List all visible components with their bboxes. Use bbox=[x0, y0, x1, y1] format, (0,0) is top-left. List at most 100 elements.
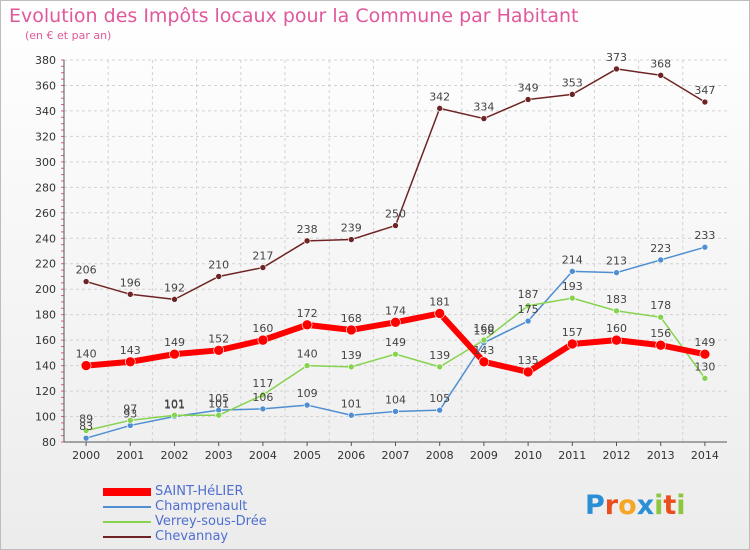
legend-label: Champrenault bbox=[155, 499, 248, 514]
y-tick-label: 220 bbox=[35, 258, 56, 271]
data-label-verrey-sous-dr-e: 139 bbox=[341, 349, 362, 362]
data-label-champrenault: 105 bbox=[208, 392, 229, 405]
x-tick-label: 2000 bbox=[72, 449, 100, 462]
data-label-verrey-sous-dr-e: 117 bbox=[252, 377, 273, 390]
legend-label: SAINT-HéLIER bbox=[155, 484, 244, 499]
data-point-saint-h-lier bbox=[390, 317, 401, 328]
data-point-champrenault bbox=[657, 256, 665, 264]
data-label-champrenault: 214 bbox=[562, 253, 583, 266]
data-label-verrey-sous-dr-e: 101 bbox=[164, 397, 185, 410]
data-label-verrey-sous-dr-e: 149 bbox=[385, 336, 406, 349]
data-point-champrenault bbox=[82, 434, 90, 442]
y-tick-label: 300 bbox=[35, 156, 56, 169]
data-point-chevannay bbox=[347, 236, 355, 243]
data-point-verrey-sous-dr-e bbox=[524, 302, 532, 310]
data-point-verrey-sous-dr-e bbox=[215, 411, 222, 419]
data-point-verrey-sous-dr-e bbox=[127, 417, 134, 424]
data-label-champrenault: 105 bbox=[429, 392, 450, 405]
data-label-chevannay: 192 bbox=[164, 281, 185, 294]
data-point-saint-h-lier bbox=[345, 324, 357, 336]
data-point-saint-h-lier bbox=[566, 338, 578, 350]
data-point-chevannay bbox=[303, 237, 311, 245]
data-label-saint-h-lier: 152 bbox=[208, 332, 229, 345]
y-tick-label: 280 bbox=[35, 181, 56, 194]
brand-logo: Proxiti bbox=[585, 490, 686, 521]
legend-item: Verrey-sous-Drée bbox=[103, 514, 363, 530]
data-label-chevannay: 238 bbox=[297, 223, 318, 236]
data-label-verrey-sous-dr-e: 101 bbox=[208, 397, 229, 410]
x-tick-label: 2014 bbox=[691, 449, 719, 462]
y-tick-label: 160 bbox=[35, 334, 56, 347]
data-label-verrey-sous-dr-e: 193 bbox=[562, 280, 583, 293]
data-point-verrey-sous-dr-e bbox=[480, 336, 488, 344]
y-tick-label: 260 bbox=[35, 207, 56, 220]
x-tick-label: 2013 bbox=[647, 449, 675, 462]
data-point-saint-h-lier bbox=[611, 334, 622, 346]
data-point-chevannay bbox=[568, 91, 576, 98]
data-label-chevannay: 250 bbox=[385, 208, 406, 221]
legend-item: SAINT-HéLIER bbox=[103, 484, 363, 500]
data-point-chevannay bbox=[82, 278, 90, 285]
data-label-chevannay: 353 bbox=[562, 76, 583, 89]
x-tick-label: 2004 bbox=[249, 449, 277, 462]
data-label-champrenault: 213 bbox=[606, 255, 627, 268]
legend-swatch bbox=[103, 536, 151, 538]
data-point-saint-h-lier bbox=[655, 339, 667, 351]
y-tick-label: 320 bbox=[35, 130, 56, 143]
chart-subtitle: (en € et par an) bbox=[25, 29, 112, 42]
brand-letter: i bbox=[654, 490, 664, 521]
data-label-champrenault: 83 bbox=[79, 420, 93, 433]
data-label-saint-h-lier: 149 bbox=[694, 336, 715, 349]
data-label-champrenault: 158 bbox=[473, 325, 494, 338]
legend-label: Chevannay bbox=[155, 529, 229, 544]
data-point-champrenault bbox=[524, 317, 532, 325]
x-tick-label: 2010 bbox=[514, 449, 542, 462]
data-point-chevannay bbox=[215, 273, 222, 280]
data-point-champrenault bbox=[701, 243, 709, 251]
y-tick-label: 340 bbox=[35, 105, 56, 118]
data-label-chevannay: 342 bbox=[429, 90, 450, 103]
data-label-saint-h-lier: 143 bbox=[473, 344, 494, 357]
data-label-verrey-sous-dr-e: 97 bbox=[123, 402, 137, 415]
data-point-saint-h-lier bbox=[213, 345, 224, 356]
data-label-saint-h-lier: 135 bbox=[518, 354, 539, 367]
data-label-saint-h-lier: 140 bbox=[76, 348, 97, 361]
data-label-chevannay: 239 bbox=[341, 222, 362, 235]
brand-letter: t bbox=[663, 490, 677, 521]
data-label-saint-h-lier: 160 bbox=[606, 322, 627, 335]
data-point-champrenault bbox=[436, 406, 444, 414]
data-label-verrey-sous-dr-e: 178 bbox=[650, 299, 671, 312]
x-tick-label: 2009 bbox=[470, 449, 498, 462]
data-label-champrenault: 104 bbox=[385, 393, 406, 406]
y-tick-label: 380 bbox=[35, 54, 56, 67]
data-label-chevannay: 334 bbox=[473, 101, 494, 114]
data-label-chevannay: 368 bbox=[650, 57, 671, 70]
data-point-chevannay bbox=[127, 290, 134, 298]
x-tick-label: 2007 bbox=[382, 449, 410, 462]
data-label-champrenault: 233 bbox=[694, 229, 715, 242]
data-label-saint-h-lier: 168 bbox=[341, 312, 362, 325]
data-label-chevannay: 347 bbox=[694, 84, 715, 97]
data-label-chevannay: 210 bbox=[208, 258, 229, 271]
data-point-chevannay bbox=[613, 65, 620, 73]
data-label-chevannay: 373 bbox=[606, 51, 627, 64]
data-label-saint-h-lier: 157 bbox=[562, 326, 583, 339]
brand-letter: P bbox=[585, 490, 605, 521]
brand-letter: x bbox=[636, 490, 655, 521]
data-label-verrey-sous-dr-e: 140 bbox=[297, 348, 318, 361]
data-label-verrey-sous-dr-e: 183 bbox=[606, 293, 627, 306]
data-point-saint-h-lier bbox=[125, 356, 136, 368]
data-label-saint-h-lier: 181 bbox=[429, 295, 450, 308]
legend-item: Chevannay bbox=[103, 529, 363, 545]
data-point-saint-h-lier bbox=[478, 356, 490, 368]
data-label-saint-h-lier: 160 bbox=[252, 322, 273, 335]
y-tick-label: 120 bbox=[35, 385, 56, 398]
data-label-chevannay: 349 bbox=[518, 81, 539, 94]
data-point-champrenault bbox=[347, 411, 355, 419]
data-point-verrey-sous-dr-e bbox=[259, 391, 267, 399]
legend-swatch bbox=[103, 506, 151, 508]
y-tick-label: 360 bbox=[35, 79, 56, 92]
data-point-verrey-sous-dr-e bbox=[701, 375, 709, 382]
data-label-chevannay: 196 bbox=[120, 276, 141, 289]
